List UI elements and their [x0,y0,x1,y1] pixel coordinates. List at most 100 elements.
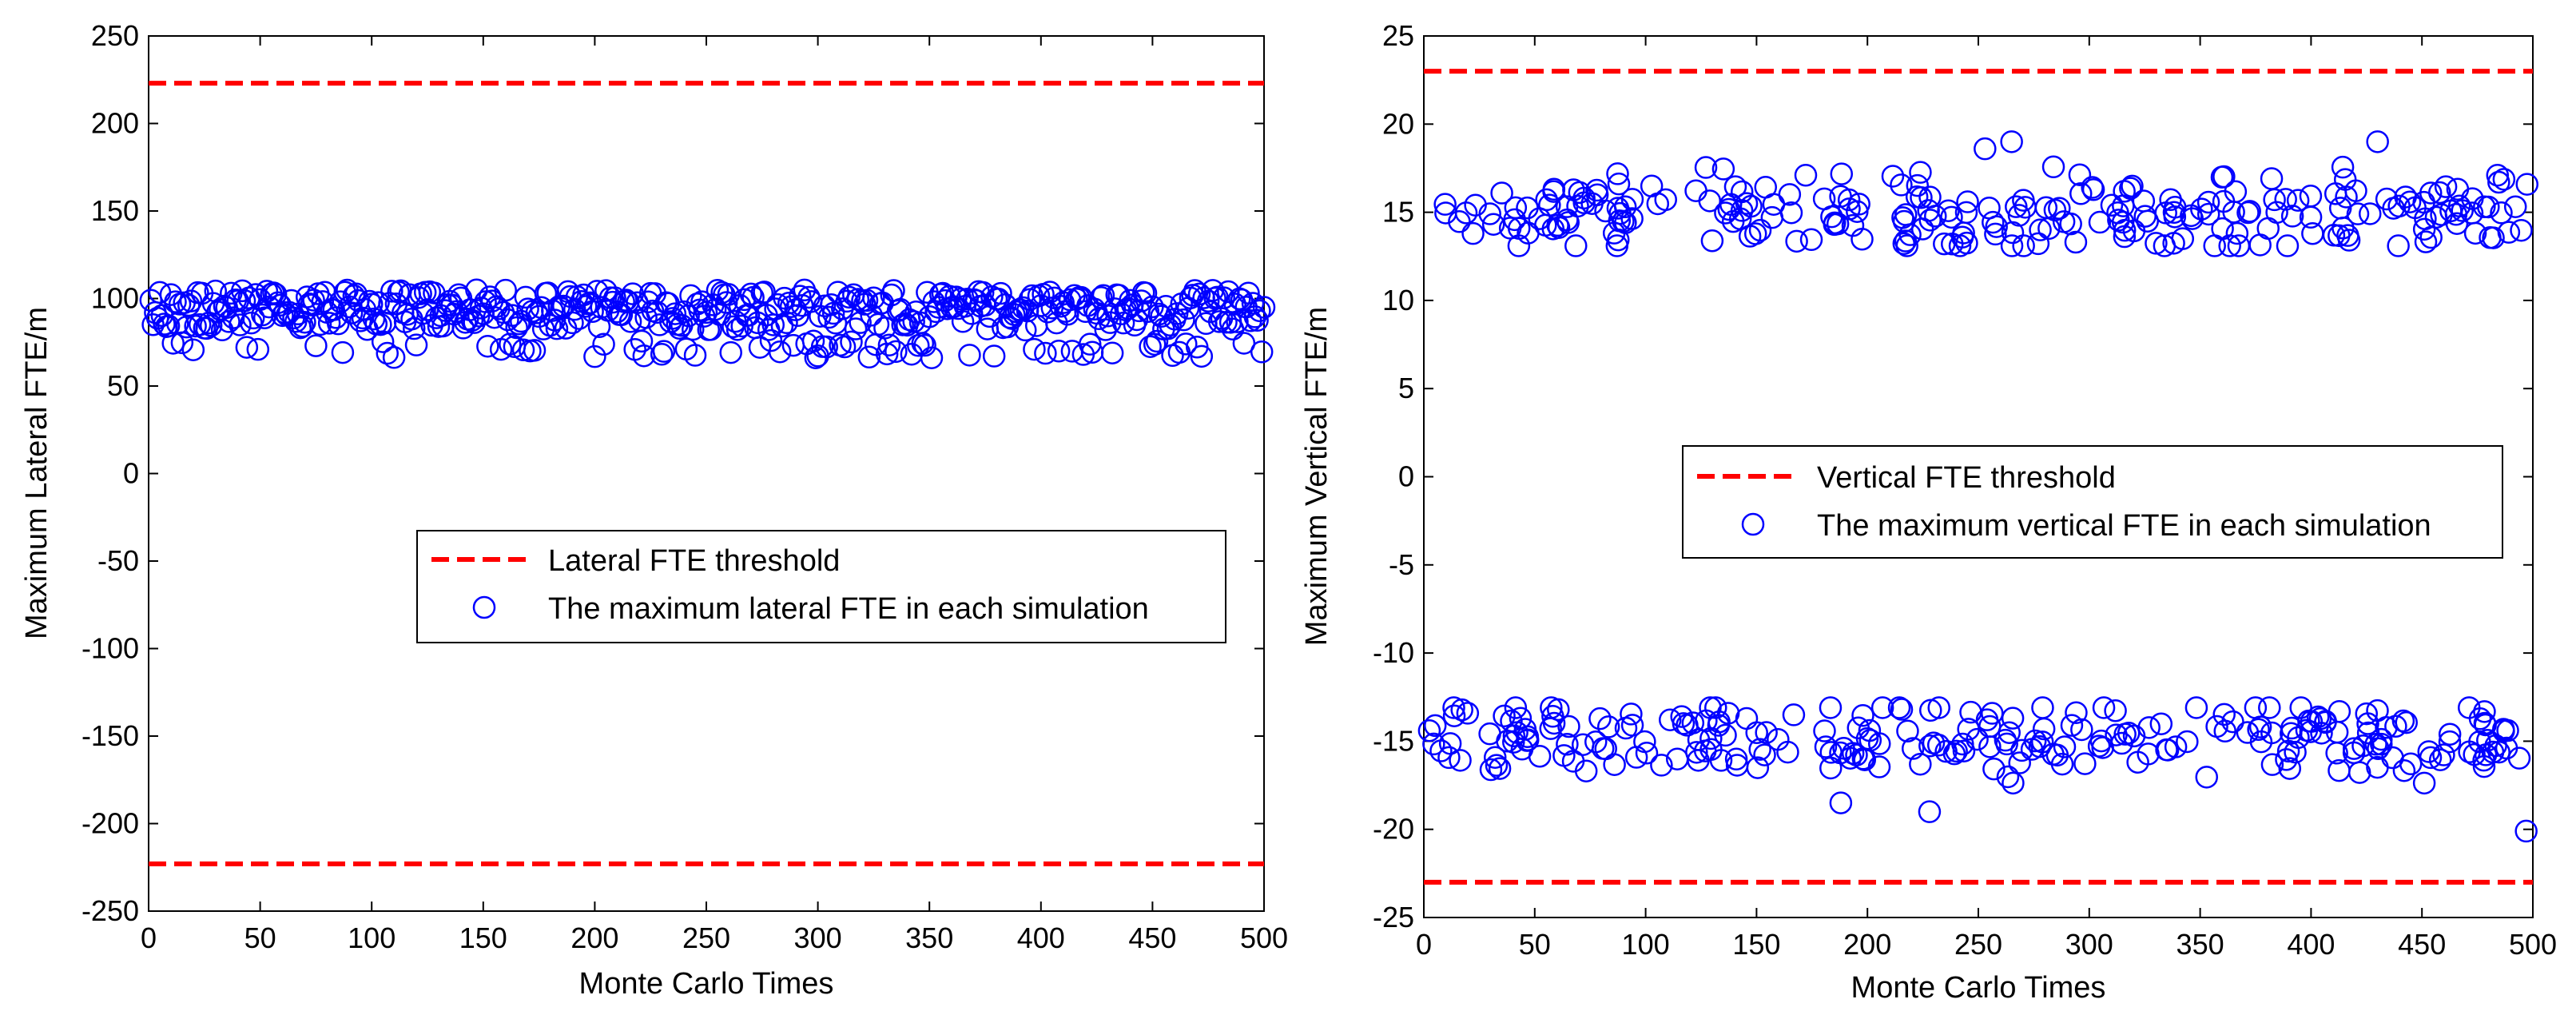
data-point [1493,704,1516,728]
data-point [951,310,975,333]
data-point [875,342,899,366]
data-point [1539,717,1563,740]
data-point [1895,234,1918,257]
data-point [1867,732,1891,755]
data-point [1956,190,1979,213]
data-point [2370,732,2393,756]
data-point [2088,210,2112,234]
data-point [1847,716,1870,740]
data-point [2068,163,2092,186]
data-point [1892,209,1916,233]
data-point [1716,702,1740,725]
data-point [663,302,687,325]
data-point [1175,332,1198,356]
data-point [2367,737,2390,761]
data-point [614,289,638,312]
data-point [2342,737,2366,760]
data-point [1906,173,1930,197]
x-tick-label: 200 [1843,928,1891,961]
data-point [1974,137,1997,161]
data-point [1620,207,1644,230]
data-point [2222,201,2245,224]
data-point [690,290,714,313]
data-point [2030,730,2054,754]
lateral-legend-marker-swatch [472,595,496,619]
data-point [367,291,390,314]
data-point [1442,704,1466,727]
data-point [1782,703,1806,726]
data-point [840,330,863,354]
data-point [1892,232,1916,256]
y-tick-label: -100 [81,632,139,665]
data-point [1437,746,1461,770]
data-point [766,293,789,316]
data-point [1542,177,1566,201]
data-point [2104,699,2127,722]
data-point [2299,205,2323,229]
data-point [494,278,517,302]
data-point [1449,749,1472,772]
data-point [2053,735,2077,758]
data-point [2403,196,2427,220]
data-point [668,316,691,340]
data-point [1927,696,1950,719]
data-point [833,335,857,359]
data-point [2387,234,2410,257]
data-point [2196,202,2220,226]
data-point [2263,188,2286,212]
data-point [2236,201,2260,225]
data-point [745,311,769,335]
data-point [2384,714,2407,738]
data-point [1984,222,2007,246]
data-point [2048,197,2071,220]
data-point [652,340,676,363]
y-tick-label: -15 [1373,724,1414,757]
data-point [499,332,522,356]
data-point [2391,709,2415,733]
data-point [1464,193,1487,217]
data-point [2314,710,2337,733]
vertical-legend-threshold-label: Vertical FTE threshold [1817,461,2116,495]
y-tick-label: 0 [1398,460,1414,493]
x-tick-label: 400 [1017,921,1065,954]
data-point [2328,197,2352,220]
data-point [1996,765,2020,789]
data-point [561,311,584,335]
data-point [1881,165,1905,188]
data-point [407,286,431,309]
data-point [496,308,519,332]
x-tick-label: 500 [1240,921,1288,954]
data-point [1952,739,1976,762]
data-point [1851,227,1874,251]
vertical-legend: Vertical FTE threshold The maximum verti… [1682,445,2503,559]
data-point [1442,696,1465,719]
x-tick-label: 450 [2398,928,2446,961]
data-point [2515,173,2538,196]
y-tick-label: 250 [91,19,139,52]
x-tick-label: 200 [570,921,618,954]
data-point [1837,188,1861,212]
data-point [1564,234,1588,257]
x-tick-label: 150 [459,921,507,954]
data-point [1951,732,1974,756]
data-point [246,337,270,361]
y-tick-label: 50 [107,369,139,402]
vertical-data-points [1417,130,2538,843]
data-point [2041,155,2065,179]
data-point [2265,201,2288,225]
data-point [2156,738,2180,762]
data-point [2473,195,2496,219]
data-point [592,332,615,356]
data-point [2060,714,2084,737]
data-point [2031,696,2054,719]
data-point [1748,738,1771,761]
data-point [141,312,165,336]
data-point [1919,699,1942,722]
data-point [1922,731,1946,754]
x-tick-label: 100 [348,921,396,954]
data-point [770,314,794,338]
data-point [231,279,254,303]
y-tick-label: -10 [1373,636,1414,669]
data-point [1794,163,1818,187]
data-point [1592,737,1615,760]
